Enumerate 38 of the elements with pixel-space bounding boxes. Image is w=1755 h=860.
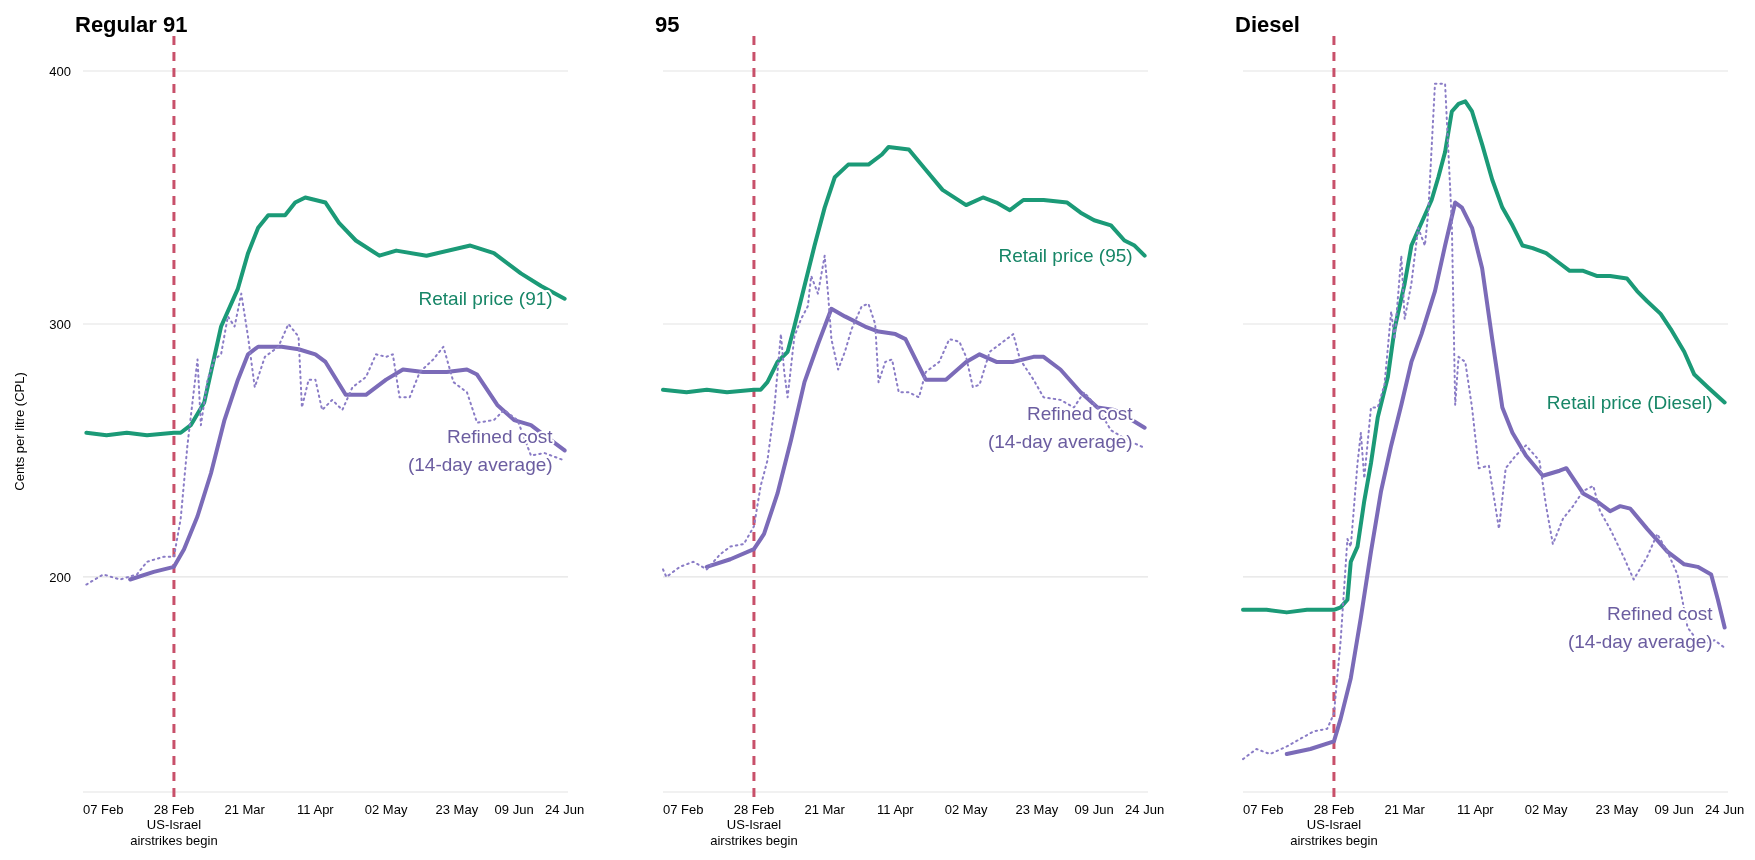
ref-line-label: US-Israel airstrikes begin bbox=[1290, 817, 1378, 848]
x-tick-label: 24 Jun bbox=[1705, 802, 1745, 817]
y-tick-label: 400 bbox=[49, 63, 71, 79]
x-tick-label: 23 May bbox=[435, 802, 479, 817]
y-tick-label: 300 bbox=[49, 316, 71, 332]
series-label: Refined cost (14-day average) bbox=[1567, 603, 1714, 653]
x-tick-label: 11 Apr bbox=[1457, 802, 1495, 817]
x-tick-label: 28 Feb bbox=[153, 802, 195, 817]
x-tick-label: 23 May bbox=[1015, 802, 1059, 817]
x-tick-label: 21 Mar bbox=[1384, 802, 1426, 817]
ref-line-label: US-Israel airstrikes begin bbox=[710, 817, 798, 848]
x-tick-label: 24 Jun bbox=[1125, 802, 1165, 817]
y-axis-title: Cents per litre (CPL) bbox=[12, 372, 27, 491]
x-tick-label: 07 Feb bbox=[1242, 802, 1284, 817]
chart-title: 95 bbox=[655, 12, 680, 37]
x-tick-label: 07 Feb bbox=[82, 802, 124, 817]
x-tick-label: 02 May bbox=[1524, 802, 1568, 817]
series-label: Retail price (Diesel) bbox=[1546, 392, 1713, 414]
x-tick-label: 24 Jun bbox=[545, 802, 585, 817]
x-tick-label: 09 Jun bbox=[1074, 802, 1114, 817]
chart-title: Regular 91 bbox=[75, 12, 188, 37]
x-tick-label: 21 Mar bbox=[224, 802, 266, 817]
x-tick-label: 07 Feb bbox=[662, 802, 704, 817]
ref-line-label: US-Israel airstrikes begin bbox=[130, 817, 218, 848]
series-label: Retail price (95) bbox=[998, 245, 1133, 267]
x-tick-label: 11 Apr bbox=[297, 802, 335, 817]
series-label: Retail price (91) bbox=[418, 288, 553, 310]
x-tick-label: 09 Jun bbox=[1654, 802, 1694, 817]
y-tick-label: 200 bbox=[49, 569, 71, 585]
x-tick-label: 28 Feb bbox=[1313, 802, 1355, 817]
x-tick-label: 02 May bbox=[364, 802, 408, 817]
chart-title: Diesel bbox=[1235, 12, 1300, 37]
x-tick-label: 23 May bbox=[1595, 802, 1639, 817]
x-tick-label: 02 May bbox=[944, 802, 988, 817]
x-tick-label: 11 Apr bbox=[877, 802, 915, 817]
x-tick-label: 28 Feb bbox=[733, 802, 775, 817]
x-tick-label: 21 Mar bbox=[804, 802, 846, 817]
x-tick-label: 09 Jun bbox=[494, 802, 534, 817]
